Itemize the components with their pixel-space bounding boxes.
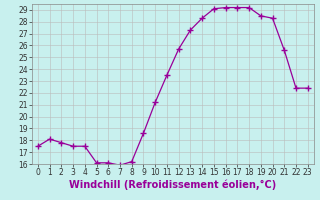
X-axis label: Windchill (Refroidissement éolien,°C): Windchill (Refroidissement éolien,°C) — [69, 180, 276, 190]
